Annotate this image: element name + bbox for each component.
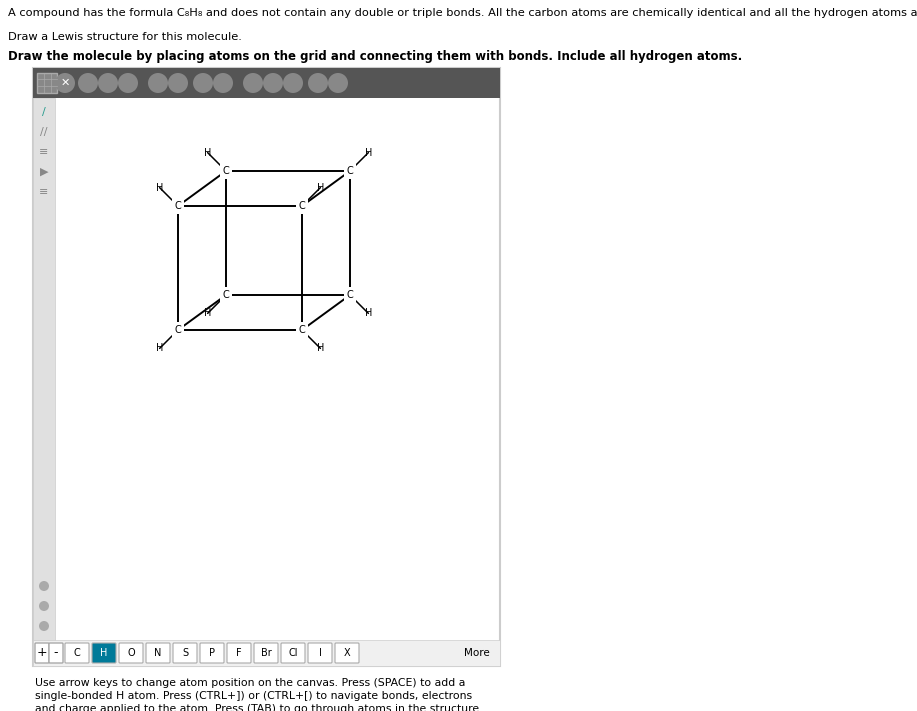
Circle shape (39, 621, 49, 631)
FancyBboxPatch shape (308, 643, 332, 663)
Text: O: O (127, 648, 135, 658)
Text: H: H (316, 343, 324, 353)
Text: ≡: ≡ (39, 147, 49, 157)
Circle shape (78, 73, 98, 93)
FancyBboxPatch shape (281, 643, 305, 663)
FancyBboxPatch shape (49, 643, 63, 663)
FancyBboxPatch shape (33, 68, 500, 98)
Circle shape (39, 581, 49, 591)
Text: C: C (174, 201, 182, 211)
Text: C: C (223, 166, 229, 176)
FancyBboxPatch shape (37, 73, 57, 93)
Text: F: F (237, 648, 242, 658)
Text: /: / (42, 107, 46, 117)
FancyBboxPatch shape (200, 643, 224, 663)
Text: C: C (223, 290, 229, 300)
Text: Cl: Cl (288, 648, 298, 658)
FancyBboxPatch shape (254, 643, 278, 663)
Text: More: More (464, 648, 490, 658)
FancyBboxPatch shape (119, 643, 143, 663)
FancyBboxPatch shape (173, 643, 197, 663)
Text: I: I (318, 648, 322, 658)
FancyBboxPatch shape (35, 643, 49, 663)
Circle shape (193, 73, 213, 93)
Text: -: - (54, 646, 59, 660)
FancyBboxPatch shape (33, 640, 500, 666)
Text: H: H (316, 183, 324, 193)
Circle shape (243, 73, 263, 93)
Text: A compound has the formula C₈H₈ and does not contain any double or triple bonds.: A compound has the formula C₈H₈ and does… (8, 8, 917, 18)
Circle shape (98, 73, 118, 93)
Text: and charge applied to the atom. Press (TAB) to go through atoms in the structure: and charge applied to the atom. Press (T… (35, 704, 482, 711)
FancyBboxPatch shape (33, 98, 55, 666)
Text: C: C (347, 290, 353, 300)
Circle shape (263, 73, 283, 93)
Text: C: C (347, 166, 353, 176)
Circle shape (168, 73, 188, 93)
Text: Draw the molecule by placing atoms on the grid and connecting them with bonds. I: Draw the molecule by placing atoms on th… (8, 50, 742, 63)
Circle shape (39, 601, 49, 611)
Circle shape (148, 73, 168, 93)
FancyBboxPatch shape (146, 643, 170, 663)
Text: C: C (299, 325, 305, 335)
Text: N: N (154, 648, 161, 658)
Text: P: P (209, 648, 215, 658)
Text: single-bonded H atom. Press (CTRL+]) or (CTRL+[) to navigate bonds, electrons: single-bonded H atom. Press (CTRL+]) or … (35, 691, 472, 701)
Text: ≡: ≡ (39, 187, 49, 197)
Text: H: H (204, 148, 211, 158)
Text: Draw a Lewis structure for this molecule.: Draw a Lewis structure for this molecule… (8, 32, 242, 42)
Circle shape (55, 73, 75, 93)
Text: ▶: ▶ (39, 167, 49, 177)
Text: H: H (100, 648, 107, 658)
Circle shape (328, 73, 348, 93)
Text: //: // (40, 127, 48, 137)
Text: C: C (299, 201, 305, 211)
Circle shape (118, 73, 138, 93)
Circle shape (213, 73, 233, 93)
FancyBboxPatch shape (65, 643, 89, 663)
Text: Use arrow keys to change atom position on the canvas. Press (SPACE) to add a: Use arrow keys to change atom position o… (35, 678, 465, 688)
FancyBboxPatch shape (335, 643, 359, 663)
Text: S: S (182, 648, 188, 658)
Text: H: H (156, 343, 163, 353)
FancyBboxPatch shape (33, 68, 500, 666)
Text: +: + (37, 646, 48, 660)
Text: H: H (365, 309, 372, 319)
Circle shape (283, 73, 303, 93)
Text: ✕: ✕ (61, 78, 70, 88)
Circle shape (308, 73, 328, 93)
FancyBboxPatch shape (227, 643, 251, 663)
Text: X: X (344, 648, 350, 658)
FancyBboxPatch shape (92, 643, 116, 663)
Text: H: H (156, 183, 163, 193)
Text: C: C (73, 648, 81, 658)
Text: H: H (365, 148, 372, 158)
Text: H: H (204, 309, 211, 319)
Text: Br: Br (260, 648, 271, 658)
Text: C: C (174, 325, 182, 335)
